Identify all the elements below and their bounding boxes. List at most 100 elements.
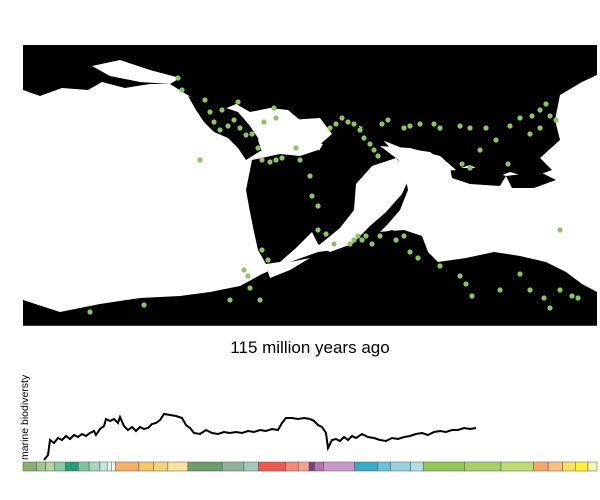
fossil-dot (347, 241, 353, 247)
fossil-dot (437, 263, 443, 269)
fossil-dot (237, 125, 243, 131)
fossil-dot (225, 123, 231, 129)
timescale-segment (187, 461, 223, 472)
fossil-dot (333, 121, 339, 127)
timescale-segment (500, 461, 534, 472)
fossil-dot (141, 302, 147, 308)
fossil-dot (259, 247, 265, 253)
fossil-dot (175, 75, 181, 81)
fossil-dot (257, 297, 263, 303)
fossil-dot (457, 123, 463, 129)
fossil-dot (231, 117, 237, 123)
fossil-dot (517, 271, 523, 277)
fossil-dot (219, 107, 225, 113)
timescale-segment (314, 461, 324, 472)
fossil-dot (527, 287, 533, 293)
fossil-dot (271, 105, 277, 111)
fossil-dot (431, 121, 437, 127)
fossil-dot (261, 119, 267, 125)
ocean-south-atlantic (318, 158, 410, 252)
fossil-dot (469, 293, 475, 299)
timescale-segment (65, 461, 79, 472)
landmass-north-america (188, 96, 262, 160)
fossil-dot (459, 161, 465, 167)
fossil-dot (371, 147, 377, 153)
fossil-dot (87, 309, 93, 315)
fossil-dot (235, 99, 241, 105)
ocean-channel-north (380, 146, 456, 172)
timescale-segment (587, 461, 598, 472)
fossil-dot (179, 87, 185, 93)
timescale-segment (258, 461, 286, 472)
fossil-dot (247, 285, 253, 291)
fossil-dot (393, 237, 399, 243)
timescale-segment (390, 461, 411, 472)
fossil-dot (507, 123, 513, 129)
fossil-dot (293, 145, 299, 151)
fossil-dot (385, 117, 391, 123)
fossil-dot (315, 227, 321, 233)
fossil-dot (359, 237, 365, 243)
fossil-dot (379, 121, 385, 127)
fossil-dot (377, 233, 383, 239)
fossil-dot (279, 155, 285, 161)
biodiversity-curve (43, 412, 477, 461)
fossil-dot (367, 141, 373, 147)
fossil-dot (241, 267, 247, 273)
fossil-dot (331, 241, 337, 247)
age-caption: 115 million years ago (230, 338, 390, 357)
timescale-segment (106, 461, 112, 472)
fossil-dot (437, 125, 443, 131)
fossil-dot (369, 241, 375, 247)
fossil-dot (529, 113, 535, 119)
timescale-segment (464, 461, 502, 472)
fossil-dot (202, 97, 208, 103)
fossil-dot (463, 281, 469, 287)
timescale-segment (575, 461, 589, 472)
fossil-dot (297, 157, 303, 163)
fossil-dot (505, 161, 511, 167)
timescale-segment (354, 461, 379, 472)
timescale-segment (115, 461, 140, 472)
fossil-dot (245, 273, 251, 279)
timescale-segment (410, 461, 424, 472)
fossil-dot (361, 135, 367, 141)
landmass-india (378, 230, 428, 262)
fossil-dot (537, 107, 543, 113)
fossil-dot (355, 233, 361, 239)
timescale-segment (533, 461, 549, 472)
fossil-dot (467, 125, 473, 131)
fossil-dot (569, 293, 575, 299)
fossil-dot (307, 173, 313, 179)
timescale-segment (22, 461, 37, 472)
fossil-dot (457, 273, 463, 279)
fossil-dot (493, 137, 499, 143)
fossil-dot (255, 145, 261, 151)
fossil-dot (547, 305, 553, 311)
fossil-dot (375, 153, 381, 159)
timescale-segment (547, 461, 563, 472)
timescale-segment (77, 461, 90, 472)
fossil-dot (351, 121, 357, 127)
fossil-dot (543, 101, 549, 107)
timescale-segment (308, 461, 315, 472)
fossil-dot (323, 231, 329, 237)
fossil-dot (207, 109, 213, 115)
fossil-dot (273, 115, 279, 121)
timescale-segment (153, 461, 169, 472)
ocean-arctic-gap (92, 60, 180, 84)
fossil-dot (327, 125, 333, 131)
fossil-dot (557, 287, 563, 293)
timescale-segment (285, 461, 299, 472)
fossil-dot (357, 127, 363, 133)
fossil-dot (363, 233, 369, 239)
fossil-dot (345, 119, 351, 125)
timescale-segment (36, 461, 46, 472)
timescale-segment (138, 461, 154, 472)
fossil-dot (557, 227, 563, 233)
ocean-southern (266, 258, 310, 278)
fossil-dot (259, 157, 265, 163)
timescale-segment (88, 461, 101, 472)
fossil-dot (309, 193, 315, 199)
